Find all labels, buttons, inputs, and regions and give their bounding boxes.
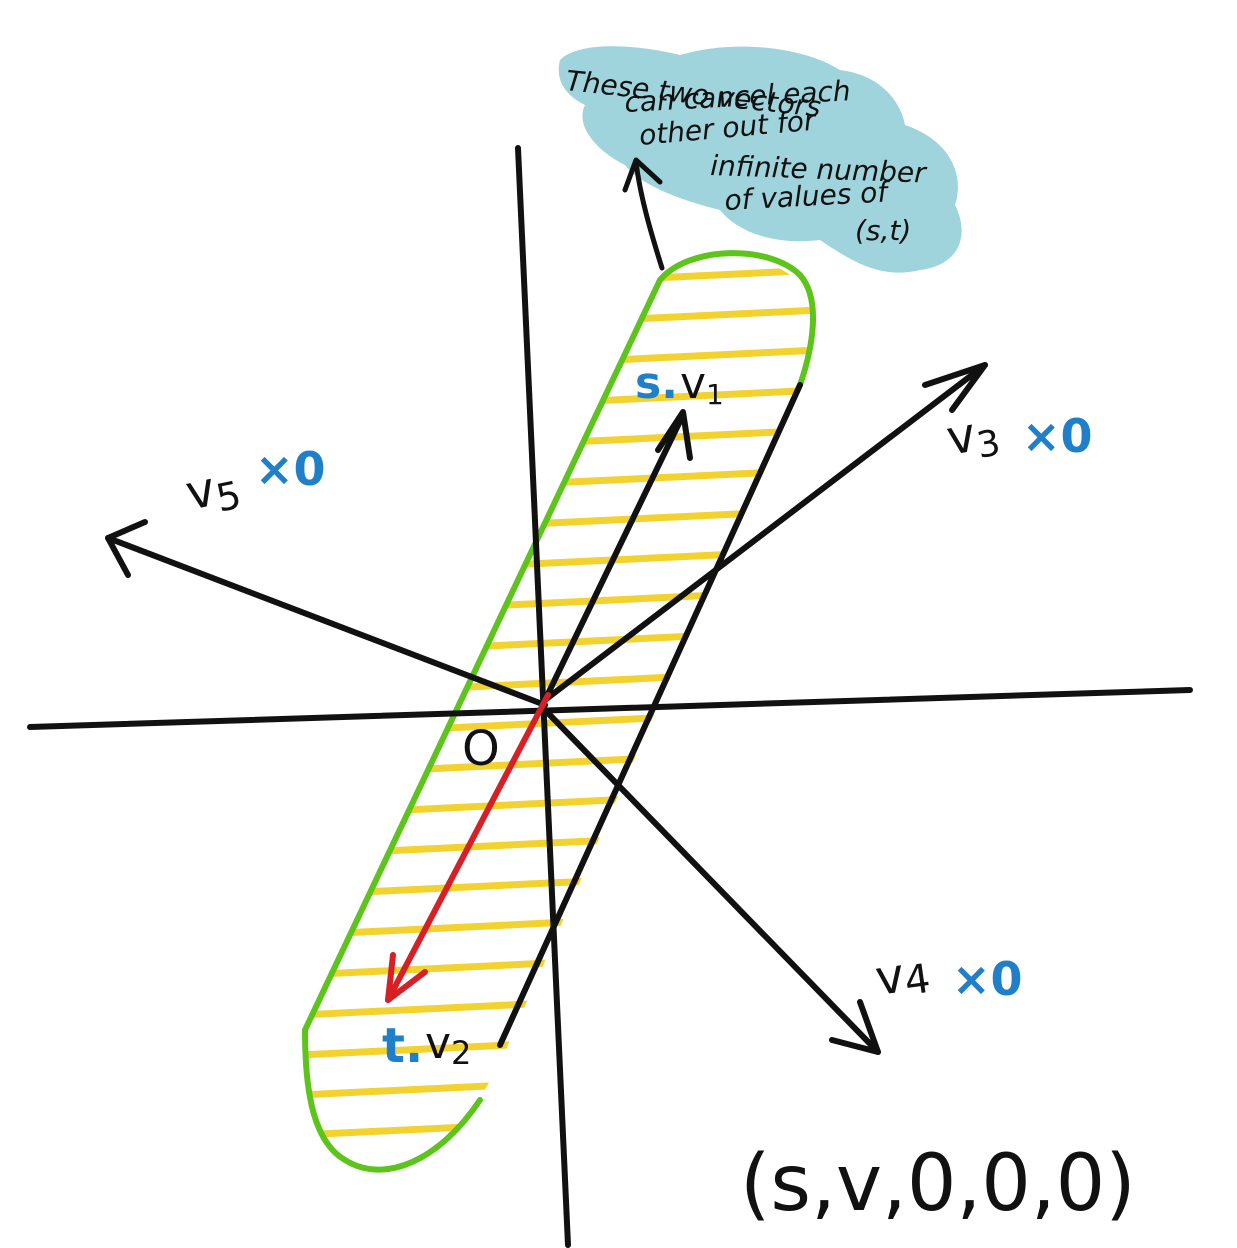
horizontal-axis xyxy=(27,687,1193,730)
vector-v2 xyxy=(385,692,551,1003)
v3-coefficient: ×0 xyxy=(1022,409,1093,463)
v2-coefficient: t. xyxy=(382,1018,423,1074)
v3-label: v3 xyxy=(942,403,1003,472)
v4-label: v4 xyxy=(872,944,933,1009)
vertical-axis xyxy=(515,145,571,1248)
v5-coefficient: ×0 xyxy=(255,442,326,496)
vector-v4 xyxy=(542,707,881,1055)
span-region-outline xyxy=(301,250,817,1173)
vector-v1 xyxy=(542,409,693,703)
origin-label: O xyxy=(462,721,500,777)
note-bubble xyxy=(558,46,962,273)
coefficient-tuple: (s,v,0,0,0) xyxy=(740,1139,1136,1229)
note-line-4: infinite number xyxy=(710,149,928,190)
v2-label: v2 xyxy=(425,1018,471,1072)
vector-v3 xyxy=(542,362,988,703)
note-pointer-arrow xyxy=(622,157,665,271)
v5-label: v5 xyxy=(181,456,245,527)
note-line-6: (s,t) xyxy=(855,214,911,247)
span-region-boundary xyxy=(497,382,803,1048)
vector-v5 xyxy=(105,519,548,708)
v1-coefficient: s. xyxy=(635,358,678,409)
v4-coefficient: ×0 xyxy=(952,952,1023,1006)
v1-label: v1 xyxy=(680,358,724,411)
